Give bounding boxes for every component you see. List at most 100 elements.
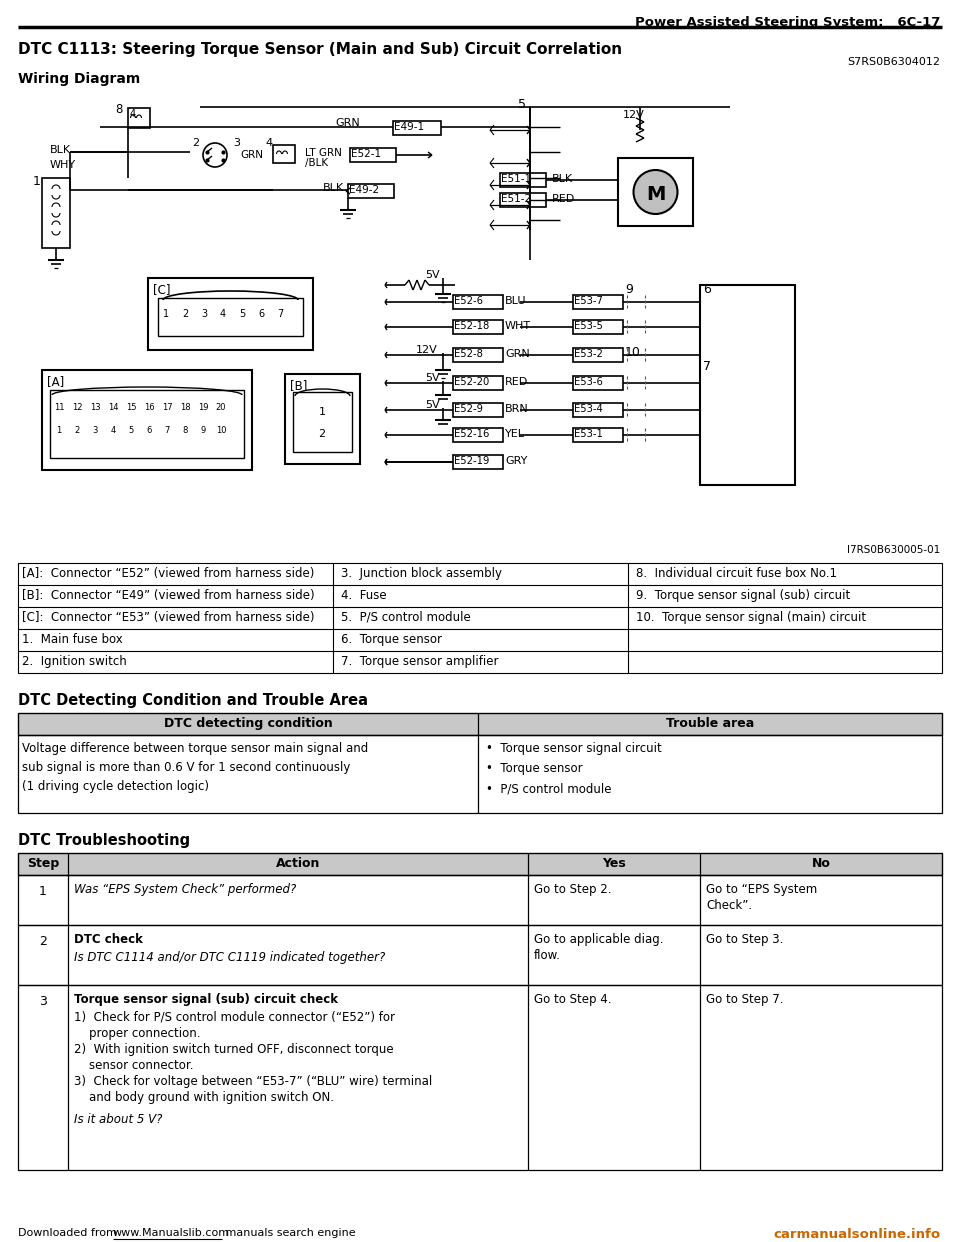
Text: 7: 7 — [164, 426, 170, 435]
Text: E52-20: E52-20 — [454, 378, 490, 388]
Text: 6: 6 — [703, 283, 710, 296]
Text: No: No — [811, 857, 830, 869]
Text: 3: 3 — [233, 138, 240, 148]
Text: 2)  With ignition switch turned OFF, disconnect torque: 2) With ignition switch turned OFF, disc… — [74, 1043, 394, 1056]
Text: 4: 4 — [110, 426, 115, 435]
Bar — [453, 455, 503, 469]
Text: E52-8: E52-8 — [454, 349, 483, 359]
Bar — [18, 735, 942, 814]
Bar — [573, 296, 623, 309]
Text: 4.  Fuse: 4. Fuse — [341, 589, 387, 602]
Text: 11: 11 — [54, 402, 64, 412]
Text: DTC Detecting Condition and Trouble Area: DTC Detecting Condition and Trouble Area — [18, 693, 368, 708]
Text: •  P/S control module: • P/S control module — [486, 782, 612, 795]
Text: M: M — [646, 185, 665, 204]
Text: 19: 19 — [198, 402, 208, 412]
Text: 7.  Torque sensor amplifier: 7. Torque sensor amplifier — [341, 655, 498, 668]
Text: DTC detecting condition: DTC detecting condition — [163, 717, 332, 730]
Bar — [50, 390, 244, 458]
Text: (1 driving cycle detection logic): (1 driving cycle detection logic) — [22, 780, 209, 792]
Text: Voltage difference between torque sensor main signal and: Voltage difference between torque sensor… — [22, 741, 369, 755]
Text: 8: 8 — [115, 103, 122, 116]
Text: Step: Step — [27, 857, 60, 869]
Text: 5: 5 — [518, 98, 526, 111]
Text: GRN: GRN — [505, 349, 530, 359]
Bar — [453, 296, 503, 309]
Text: E49-2: E49-2 — [349, 185, 379, 195]
Text: Wiring Diagram: Wiring Diagram — [18, 72, 140, 86]
Text: 5: 5 — [239, 309, 245, 319]
Bar — [573, 376, 623, 390]
Bar — [18, 876, 942, 925]
Text: BLK: BLK — [552, 174, 573, 184]
Text: E53-4: E53-4 — [574, 404, 603, 414]
Text: 8.  Individual circuit fuse box No.1: 8. Individual circuit fuse box No.1 — [636, 568, 837, 580]
Text: 4: 4 — [220, 309, 226, 319]
Text: 14: 14 — [108, 402, 118, 412]
Bar — [128, 108, 150, 128]
Text: RED: RED — [505, 378, 528, 388]
Text: 16: 16 — [144, 402, 155, 412]
Text: Go to Step 4.: Go to Step 4. — [534, 994, 612, 1006]
Text: E52-9: E52-9 — [454, 404, 483, 414]
Text: DTC Troubleshooting: DTC Troubleshooting — [18, 833, 190, 848]
Bar — [18, 853, 942, 876]
Text: 9: 9 — [625, 283, 633, 296]
Text: Is it about 5 V?: Is it about 5 V? — [74, 1113, 162, 1126]
Text: Check”.: Check”. — [706, 899, 752, 912]
Bar — [453, 402, 503, 417]
Text: sensor connector.: sensor connector. — [74, 1059, 194, 1072]
Text: 5.  P/S control module: 5. P/S control module — [341, 611, 470, 623]
Text: 6: 6 — [258, 309, 264, 319]
Bar — [573, 428, 623, 442]
Bar — [285, 374, 360, 465]
Text: 2.  Ignition switch: 2. Ignition switch — [22, 655, 127, 668]
Text: manuals search engine: manuals search engine — [222, 1228, 355, 1238]
Text: 12: 12 — [72, 402, 83, 412]
Text: 15: 15 — [126, 402, 136, 412]
Text: 5: 5 — [129, 426, 133, 435]
Text: [B]: [B] — [290, 379, 307, 392]
Text: I7RS0B630005-01: I7RS0B630005-01 — [847, 545, 940, 555]
Bar — [42, 178, 70, 248]
Text: 1)  Check for P/S control module connector (“E52”) for: 1) Check for P/S control module connecto… — [74, 1011, 395, 1023]
Bar — [573, 348, 623, 361]
Text: E51-2: E51-2 — [501, 194, 531, 204]
Text: 7: 7 — [703, 360, 711, 373]
Bar — [453, 320, 503, 334]
Text: E51-1: E51-1 — [501, 174, 531, 184]
Text: 7: 7 — [276, 309, 283, 319]
Text: Yes: Yes — [602, 857, 626, 869]
Text: 4: 4 — [265, 138, 272, 148]
Text: 9.  Torque sensor signal (sub) circuit: 9. Torque sensor signal (sub) circuit — [636, 589, 851, 602]
Bar — [453, 376, 503, 390]
Text: Go to applicable diag.: Go to applicable diag. — [534, 933, 663, 946]
Text: 6: 6 — [146, 426, 152, 435]
Bar — [18, 563, 942, 673]
Text: WHT: WHT — [505, 320, 531, 332]
Circle shape — [634, 170, 678, 214]
Text: 1.  Main fuse box: 1. Main fuse box — [22, 633, 123, 646]
Text: LT GRN: LT GRN — [305, 148, 342, 158]
Text: E49-1: E49-1 — [394, 122, 424, 132]
Text: Power Assisted Steering System:   6C-17: Power Assisted Steering System: 6C-17 — [635, 16, 940, 29]
Text: 3.  Junction block assembly: 3. Junction block assembly — [341, 568, 502, 580]
Text: [A]: [A] — [47, 375, 64, 388]
Text: 2: 2 — [181, 309, 188, 319]
Text: E53-6: E53-6 — [574, 378, 603, 388]
Text: GRY: GRY — [505, 456, 527, 466]
Bar — [348, 184, 394, 197]
Text: 6.  Torque sensor: 6. Torque sensor — [341, 633, 442, 646]
Bar — [500, 173, 546, 188]
Text: /BLK: /BLK — [305, 158, 328, 168]
Bar — [573, 320, 623, 334]
Text: [C]:  Connector “E53” (viewed from harness side): [C]: Connector “E53” (viewed from harnes… — [22, 611, 315, 623]
Text: YEL: YEL — [505, 428, 525, 438]
Text: RED: RED — [552, 194, 575, 204]
Text: 8: 8 — [182, 426, 188, 435]
Text: 1: 1 — [319, 407, 325, 417]
Text: GRN: GRN — [240, 150, 263, 160]
Text: E53-5: E53-5 — [574, 320, 603, 332]
Text: BRN: BRN — [505, 404, 529, 414]
Bar — [453, 348, 503, 361]
